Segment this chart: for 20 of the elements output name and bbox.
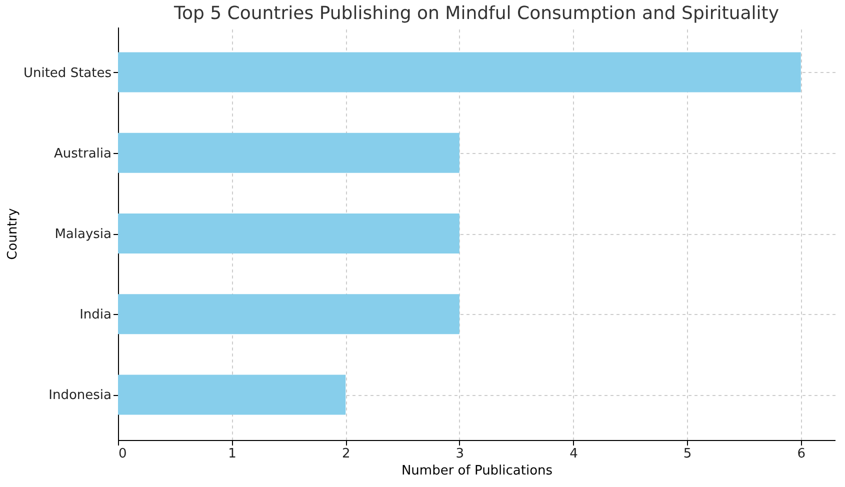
x-tick-label: 5 — [683, 446, 692, 462]
x-tick-label: 3 — [456, 446, 464, 462]
x-tick-label: 6 — [797, 446, 806, 462]
y-tick-label: Malaysia — [54, 227, 112, 242]
bar — [118, 214, 460, 254]
bar — [118, 52, 801, 92]
bar — [118, 132, 460, 173]
y-tick-label: United States — [23, 66, 112, 81]
bar — [118, 294, 460, 334]
y-tick-label: Australia — [54, 146, 112, 162]
y-axis-title: Country — [5, 208, 20, 260]
y-tick-label: India — [80, 308, 112, 323]
x-tick-label: 2 — [342, 446, 350, 462]
x-axis-title: Number of Publications — [401, 464, 553, 478]
y-tick-label: Indonesia — [48, 388, 112, 404]
x-tick-label: 4 — [570, 446, 578, 462]
chart-title: Top 5 Countries Publishing on Mindful Consumption and Spirituality — [173, 3, 780, 24]
x-tick-label: 0 — [118, 446, 127, 462]
x-tick-label: 1 — [228, 446, 236, 462]
bar — [118, 374, 346, 415]
